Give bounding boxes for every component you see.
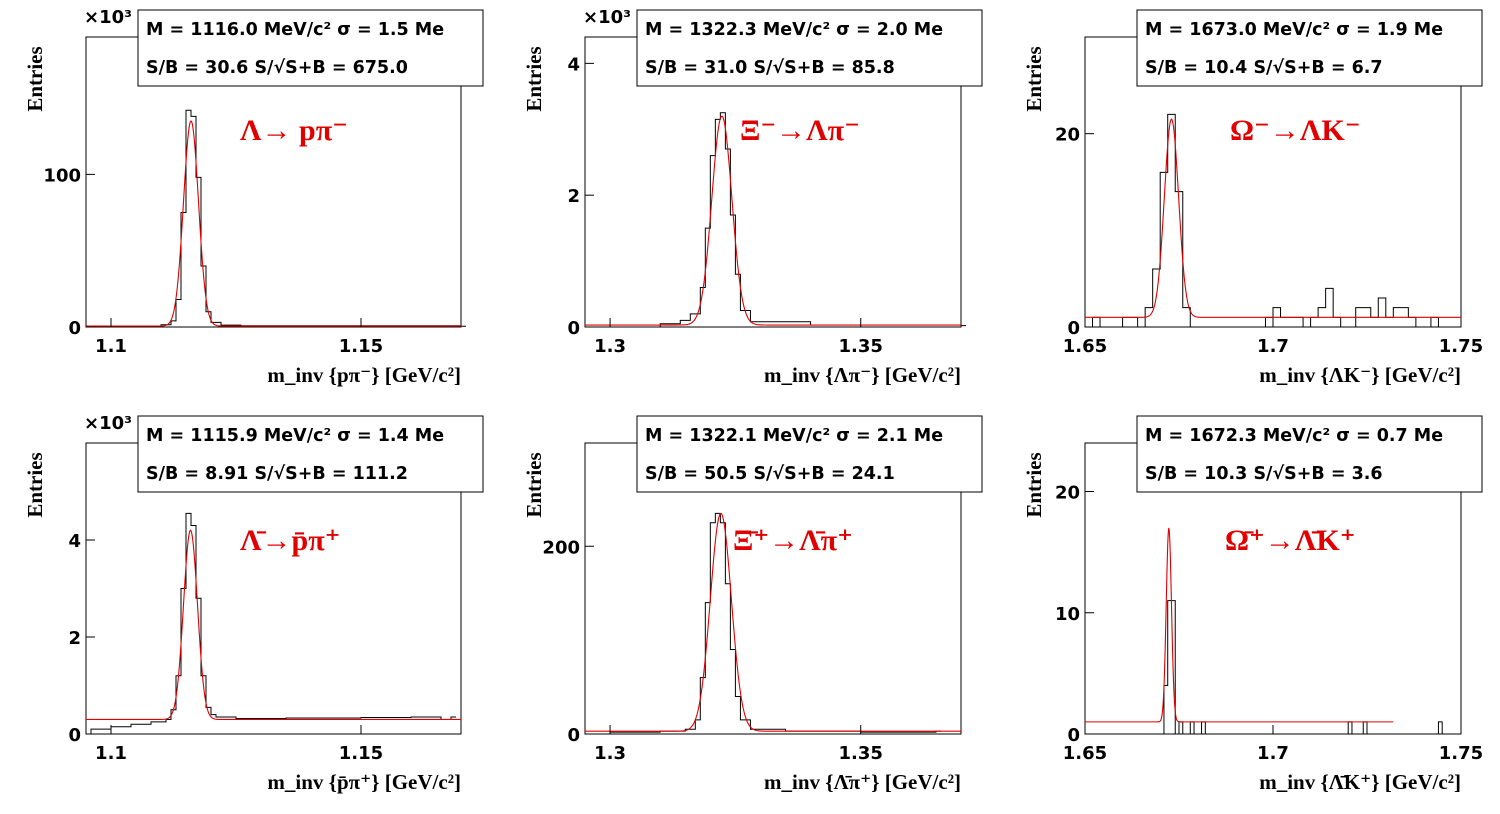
x-axis-label: m_inv {Λ̄K⁺} [GeV/c²] — [1259, 770, 1461, 794]
y-multiplier: ×10³ — [583, 7, 631, 28]
x-tick-label: 1.15 — [339, 336, 383, 357]
stats-box — [636, 415, 983, 493]
histogram-steps — [90, 512, 456, 734]
y-axis-label: Entries — [23, 452, 47, 517]
stats-line: M = 1322.1 MeV/c² σ = 2.1 Me — [645, 426, 943, 446]
histogram-steps — [609, 512, 941, 734]
y-tick-label: 0 — [567, 318, 580, 339]
y-tick-label: 200 — [542, 537, 580, 558]
decay-label: Ω⁻→ΛK⁻ — [1230, 114, 1361, 147]
stats-line: S/B = 30.6 S/√S+B = 675.0 — [146, 58, 408, 78]
stats-box — [137, 415, 484, 493]
x-tick-label: 1.75 — [1439, 336, 1483, 357]
stats-line: M = 1672.3 MeV/c² σ = 0.7 Me — [1145, 426, 1443, 446]
fit-curve — [1085, 527, 1394, 723]
x-tick-label: 1.1 — [95, 336, 127, 357]
stats-line: M = 1116.0 MeV/c² σ = 1.5 Me — [146, 20, 444, 40]
y-multiplier: ×10³ — [84, 7, 132, 28]
y-tick-label: 10 — [1055, 604, 1080, 625]
x-tick-label: 1.35 — [839, 336, 883, 357]
stats-line: S/B = 10.3 S/√S+B = 3.6 — [1145, 464, 1383, 484]
y-tick-label: 2 — [567, 186, 580, 207]
fit-curve — [1085, 118, 1461, 318]
y-axis-label: Entries — [522, 46, 546, 111]
x-axis-label: m_inv {Λπ⁻} [GeV/c²] — [764, 363, 961, 387]
y-tick-label: 20 — [1055, 483, 1080, 504]
panel-2: 1.3 1.35 0 2 4 ×10³ Entries m_inv {Λπ⁻} [GeV/c²… — [522, 7, 983, 387]
panel-1: 1.1 1.15 0 100 ×10³ Entries m_inv {pπ⁻} [GeV/c… — [23, 7, 484, 387]
x-tick-label: 1.65 — [1063, 336, 1107, 357]
decay-label: Λ→ pπ⁻ — [240, 114, 348, 147]
x-tick-label: 1.3 — [594, 743, 626, 764]
x-tick-label: 1.65 — [1063, 743, 1107, 764]
x-tick-label: 1.15 — [339, 743, 383, 764]
y-tick-label: 100 — [43, 165, 81, 186]
fit-curve — [86, 529, 461, 720]
x-tick-label: 1.1 — [95, 743, 127, 764]
y-tick-label: 4 — [68, 531, 81, 552]
fit-curve — [585, 115, 961, 326]
x-axis-label: m_inv {Λ̄π⁺} [GeV/c²] — [764, 770, 961, 794]
panel-3: 1.65 1.7 1.75 0 20 Entries m_inv {ΛK⁻} [GeV/c²… — [1022, 9, 1483, 387]
decay-label: Ω̄⁺→Λ̄K⁺ — [1225, 524, 1356, 557]
y-tick-label: 20 — [1055, 125, 1080, 146]
stats-line: S/B = 31.0 S/√S+B = 85.8 — [645, 58, 895, 78]
y-tick-label: 2 — [68, 628, 81, 649]
y-tick-label: 0 — [1067, 725, 1080, 746]
y-tick-label: 4 — [567, 54, 580, 75]
x-tick-label: 1.7 — [1257, 336, 1289, 357]
stats-box — [137, 9, 484, 87]
fit-curve — [86, 120, 461, 327]
y-tick-label: 0 — [68, 725, 81, 746]
x-axis-label: m_inv {ΛK⁻} [GeV/c²] — [1259, 363, 1461, 387]
stats-line: M = 1673.0 MeV/c² σ = 1.9 Me — [1145, 20, 1443, 40]
stats-line: M = 1115.9 MeV/c² σ = 1.4 Me — [146, 426, 444, 446]
x-axis-label: m_inv {p̄π⁺} [GeV/c²] — [267, 770, 461, 794]
decay-label: Ξ⁻→Λπ⁻ — [740, 114, 860, 147]
stats-box — [636, 9, 983, 87]
y-tick-label: 0 — [567, 725, 580, 746]
panel-6: 1.65 1.7 1.75 0 10 20 Entries m_inv {Λ̄K⁺} [GeV… — [1022, 415, 1483, 794]
x-tick-label: 1.3 — [594, 336, 626, 357]
stats-line: S/B = 10.4 S/√S+B = 6.7 — [1145, 58, 1383, 78]
stats-line: S/B = 50.5 S/√S+B = 24.1 — [645, 464, 895, 484]
x-axis-label: m_inv {pπ⁻} [GeV/c²] — [267, 363, 461, 387]
x-tick-label: 1.35 — [839, 743, 883, 764]
y-axis-label: Entries — [23, 46, 47, 111]
panel-4: 1.1 1.15 0 2 4 ×10³ Entries m_inv {p̄π⁺} [GeV/c… — [23, 413, 484, 794]
panel-5: 1.3 1.35 0 200 Entries m_inv {Λ̄π⁺} [GeV/c²] M… — [522, 415, 983, 794]
x-tick-label: 1.7 — [1257, 743, 1289, 764]
histogram-steps — [150, 109, 466, 327]
stats-line: M = 1322.3 MeV/c² σ = 2.0 Me — [645, 20, 943, 40]
y-axis-label: Entries — [522, 452, 546, 517]
y-axis-label: Entries — [1022, 46, 1046, 111]
y-multiplier: ×10³ — [84, 413, 132, 434]
stats-box — [1136, 9, 1483, 87]
fit-curve — [585, 512, 961, 732]
y-tick-label: 0 — [1067, 318, 1080, 339]
y-tick-label: 0 — [68, 318, 81, 339]
decay-label: Ξ̄⁺→Λ̄π⁺ — [733, 524, 853, 557]
x-tick-label: 1.75 — [1439, 743, 1483, 764]
stats-line: S/B = 8.91 S/√S+B = 111.2 — [146, 464, 408, 484]
decay-label: Λ̄→p̄π⁺ — [240, 524, 340, 557]
stats-box — [1136, 415, 1483, 493]
y-axis-label: Entries — [1022, 452, 1046, 517]
histogram-steps — [1160, 600, 1446, 735]
